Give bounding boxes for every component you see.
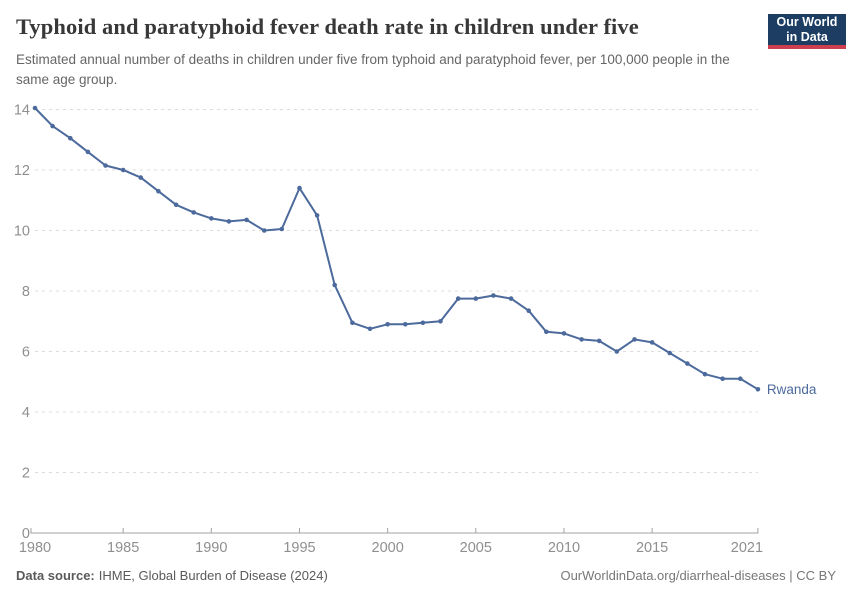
data-point xyxy=(209,216,214,221)
data-point xyxy=(85,149,91,155)
data-point xyxy=(279,226,285,232)
data-point xyxy=(350,320,355,326)
data-point xyxy=(596,338,602,344)
y-tick-label: 8 xyxy=(22,284,30,300)
page-title: Typhoid and paratyphoid fever death rate… xyxy=(16,14,639,39)
data-point xyxy=(191,210,196,215)
x-tick-label: 2000 xyxy=(372,540,404,556)
y-tick-label: 12 xyxy=(14,163,30,179)
data-point xyxy=(685,361,690,366)
data-point xyxy=(226,219,232,224)
data-point xyxy=(103,163,108,168)
data-point xyxy=(332,282,338,288)
data-point xyxy=(244,217,249,223)
data-point xyxy=(438,319,443,324)
data-point xyxy=(720,376,725,382)
data-point xyxy=(138,175,144,180)
x-tick-label: 2010 xyxy=(548,540,580,556)
x-tick-label: 2021 xyxy=(731,540,763,556)
data-point xyxy=(455,296,461,301)
data-point xyxy=(403,322,408,327)
data-point xyxy=(385,322,390,327)
series-markers xyxy=(32,105,761,392)
data-point xyxy=(649,340,655,345)
y-tick-label: 4 xyxy=(22,405,30,421)
y-tick-label: 0 xyxy=(22,526,30,542)
data-point xyxy=(667,350,672,356)
x-tick-label: 1985 xyxy=(107,540,139,556)
data-point xyxy=(156,188,161,194)
x-tick-label: 1995 xyxy=(283,540,315,556)
x-tick-label: 2015 xyxy=(636,540,668,556)
y-tick-label: 6 xyxy=(22,345,30,361)
owid-logo[interactable]: Our World in Data xyxy=(768,14,846,49)
data-point xyxy=(544,329,549,335)
data-point xyxy=(632,337,637,342)
data-source-label: Data source: xyxy=(16,568,95,583)
credit-link[interactable]: OurWorldinData.org/diarrheal-diseases | … xyxy=(560,568,836,583)
data-point xyxy=(738,376,743,382)
gridlines xyxy=(35,109,758,473)
data-point xyxy=(579,337,584,342)
data-point xyxy=(755,387,761,392)
data-point xyxy=(508,296,514,301)
y-tick-label: 14 xyxy=(14,103,30,119)
x-axis-line xyxy=(30,528,759,534)
data-point xyxy=(367,326,373,332)
y-tick-label: 2 xyxy=(22,466,30,482)
data-point xyxy=(473,296,479,301)
logo-line2: in Data xyxy=(786,29,828,44)
data-point xyxy=(32,105,38,111)
data-point xyxy=(120,167,126,173)
series-end-label: Rwanda xyxy=(767,382,817,397)
chart-subtitle: Estimated annual number of deaths in chi… xyxy=(16,52,730,88)
data-point xyxy=(50,123,55,129)
data-point xyxy=(297,185,302,191)
data-source: Data source: IHME, Global Burden of Disea… xyxy=(16,568,328,583)
data-point xyxy=(614,349,620,354)
data-point xyxy=(68,135,73,141)
data-point xyxy=(561,331,567,336)
x-tick-label: 2005 xyxy=(460,540,492,556)
data-point xyxy=(702,371,708,377)
data-point xyxy=(526,308,531,314)
data-point xyxy=(173,202,179,208)
data-point xyxy=(314,213,320,218)
data-point xyxy=(261,228,267,233)
x-axis-labels: 1980 1985 1990 1995 2000 2005 2010 2015 2021 xyxy=(19,528,763,556)
x-tick-label: 1990 xyxy=(195,540,227,556)
data-point xyxy=(491,293,496,298)
y-tick-label: 10 xyxy=(14,224,30,240)
series-line-rwanda xyxy=(34,107,759,391)
y-axis-labels: 0 2 4 6 8 10 12 14 xyxy=(14,103,30,543)
logo-line1: Our World xyxy=(776,14,838,29)
data-source-text: IHME, Global Burden of Disease (2024) xyxy=(98,568,328,583)
x-tick-label: 1980 xyxy=(19,540,51,556)
data-point xyxy=(420,320,426,326)
